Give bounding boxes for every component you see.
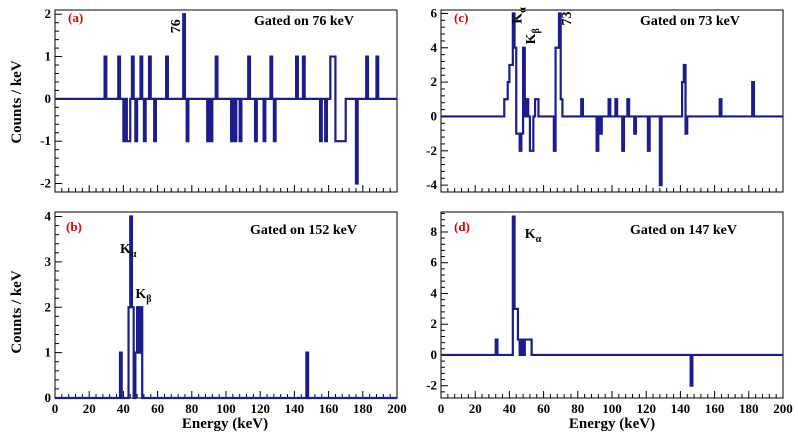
plot-area-b: 0 20 40 60 80 100 120 140 160 180 200 0 1 2 3 4 Kα Kβ (45, 209, 407, 416)
peak-label-c: Kβ (524, 28, 542, 44)
plot-frame-b (54, 211, 398, 399)
histogram-bin (506, 99, 508, 116)
y-tick-label-d: 6 (431, 255, 438, 270)
y-tick-label-d: 0 (431, 347, 438, 362)
x-tick-label-b: 60 (151, 401, 164, 416)
y-tick-label-c: 4 (431, 40, 438, 55)
histogram-bin (515, 309, 517, 355)
x-tick-label-b: 200 (387, 401, 407, 416)
x-tick-label-b: 80 (185, 401, 198, 416)
histogram-bin (332, 57, 334, 99)
x-tick-label-d: 80 (571, 401, 584, 416)
y-tick-label-d: 4 (431, 285, 438, 300)
panel-letter-d: (d) (454, 219, 470, 234)
panel-a: -2 -1 0 1 2 76 (a) Gated on 76 keV Counts / k… (9, 6, 398, 193)
x-tick-label-d: 160 (705, 401, 725, 416)
plot-frame-d (440, 211, 784, 399)
y-tick-label-c: -2 (426, 143, 437, 158)
x-tick-label-b: 100 (216, 401, 236, 416)
histogram-bin (528, 340, 530, 355)
panel-letter-c: (c) (454, 10, 468, 25)
x-tick-label-b: 140 (285, 401, 305, 416)
x-tick-label-b: 20 (83, 401, 96, 416)
x-tick-label-d: 0 (438, 401, 445, 416)
panel-title-c: Gated on 73 keV (640, 14, 740, 29)
panel-b: 0 20 40 60 80 100 120 140 160 180 200 0 1 2 3 4 Kα Kβ (b)… (9, 209, 407, 432)
y-tick-label-d: 2 (431, 316, 438, 331)
x-tick-label-d: 120 (636, 401, 656, 416)
y-tick-label-a: 1 (45, 49, 52, 64)
x-tick-label-d: 20 (469, 401, 482, 416)
x-tick-label-d: 40 (503, 401, 516, 416)
x-tick-label-b: 40 (117, 401, 130, 416)
x-tick-label-b: 120 (250, 401, 270, 416)
y-tick-label-d: -2 (426, 378, 437, 393)
peak-label-b: Kβ (135, 287, 151, 305)
histogram-line-a (55, 13, 397, 185)
panel-letter-b: (b) (66, 219, 82, 234)
x-tick-label-b: 0 (52, 401, 59, 416)
y-tick-label-b: 3 (45, 254, 52, 269)
x-tick-label-b: 180 (353, 401, 373, 416)
y-tick-label-b: 0 (45, 390, 52, 405)
peak-label-c: Kα (510, 7, 528, 24)
peak-label-c: 73 (560, 11, 575, 25)
x-tick-label-d: 60 (537, 401, 550, 416)
y-tick-label-a: 0 (45, 91, 52, 106)
peak-label-b: Kα (120, 242, 137, 260)
x-tick-label-d: 200 (773, 401, 793, 416)
histogram-line-b (55, 215, 397, 400)
histogram-bin (527, 340, 529, 355)
histogram-bin (511, 65, 513, 117)
x-tick-label-d: 140 (671, 401, 691, 416)
y-tick-label-a: -2 (40, 176, 51, 191)
plot-frame-c (440, 9, 784, 193)
plot-area-c: -4 -2 0 2 4 6 Kα Kβ 73 (426, 5, 784, 193)
y-tick-label-b: 1 (45, 345, 52, 360)
x-axis-title-b: Energy (keV) (182, 416, 268, 432)
x-tick-label-b: 160 (319, 401, 339, 416)
panel-title-b: Gated on 152 keV (250, 223, 357, 238)
y-tick-label-a: 2 (45, 6, 52, 21)
y-axis-title-a: Counts / keV (9, 60, 25, 144)
y-axis-title-b: Counts / keV (9, 270, 25, 354)
y-tick-label-d: 8 (431, 224, 438, 239)
panel-title-d: Gated on 147 keV (630, 223, 737, 238)
histogram-bin (342, 99, 344, 141)
y-tick-label-c: -4 (426, 177, 437, 192)
x-tick-label-d: 100 (602, 401, 622, 416)
y-tick-label-c: 2 (431, 74, 438, 89)
histogram-bin (139, 353, 141, 398)
y-tick-label-a: -1 (40, 133, 51, 148)
panel-c: -4 -2 0 2 4 6 Kα Kβ 73 (c) Gated on 73 keV (426, 5, 784, 193)
histogram-bin (337, 99, 339, 141)
y-tick-label-b: 2 (45, 299, 52, 314)
histogram-line-d (441, 215, 783, 387)
plot-area-a: -2 -1 0 1 2 76 (40, 6, 398, 193)
histogram-bin (557, 48, 559, 117)
panel-title-a: Gated on 76 keV (254, 14, 354, 29)
y-tick-label-c: 6 (431, 5, 438, 20)
histogram-bin (339, 99, 341, 141)
peak-label-a: 76 (169, 19, 184, 33)
histogram-bin (341, 99, 343, 141)
histogram-line-c (441, 12, 783, 187)
x-axis-title-d: Energy (keV) (569, 416, 655, 432)
panel-letter-a: (a) (68, 10, 83, 25)
y-tick-label-c: 0 (431, 108, 438, 123)
peak-label-d: Kα (525, 227, 542, 245)
x-tick-label-d: 180 (739, 401, 759, 416)
histogram-bin (518, 116, 520, 133)
y-tick-label-b: 4 (45, 209, 52, 224)
